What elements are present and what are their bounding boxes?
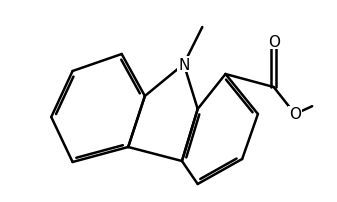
Text: N: N (178, 57, 189, 72)
Text: O: O (289, 107, 301, 122)
Text: O: O (268, 34, 280, 49)
